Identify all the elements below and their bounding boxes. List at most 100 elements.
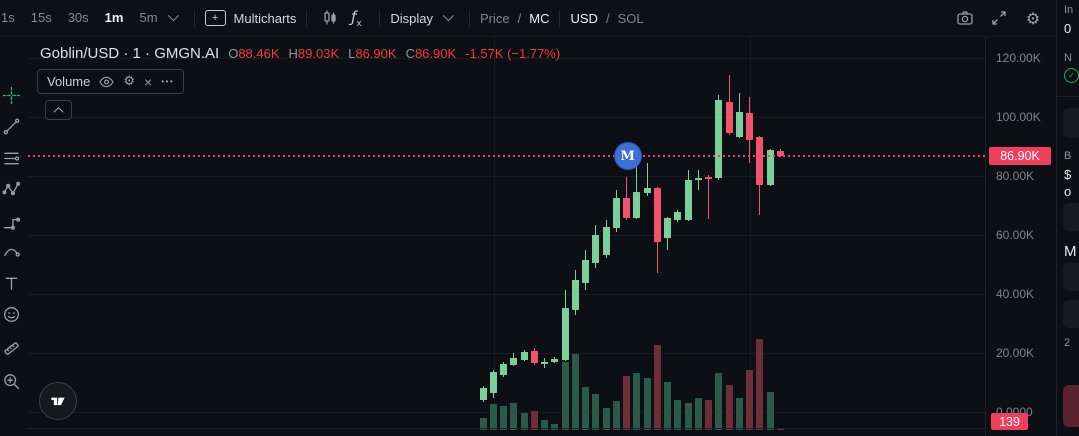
candle — [664, 217, 672, 238]
volume-bar — [571, 354, 579, 430]
timeframe-button-15s[interactable]: 15s — [30, 10, 52, 25]
candle — [500, 363, 508, 376]
zoom-tool-icon[interactable] — [0, 370, 22, 392]
price-change: -1.57K (−1.77%) — [465, 46, 561, 61]
trendline-tool-icon[interactable] — [0, 115, 22, 137]
timeframe-button-30s[interactable]: 30s — [67, 10, 89, 25]
volume-bar — [756, 338, 764, 430]
price-axis[interactable]: 120.00K 100.00K 80.00K 60.00K 40.00K 20.00K 0.… — [985, 36, 1056, 436]
fib-tool-icon[interactable] — [0, 147, 22, 169]
multicharts-button[interactable]: + Multicharts — [204, 10, 296, 26]
price-axis-tick: 20.00K — [996, 346, 1035, 360]
panel-sell-button[interactable] — [1063, 385, 1079, 427]
volume-bar — [633, 373, 641, 430]
candle — [489, 371, 497, 394]
indicator-remove-close-icon[interactable]: × — [144, 73, 153, 90]
display-dropdown[interactable]: Display — [390, 9, 459, 26]
panel-button[interactable] — [1063, 263, 1079, 291]
toolbar-divider — [306, 9, 308, 27]
candle — [715, 99, 723, 179]
pattern-tool-icon[interactable] — [0, 178, 22, 200]
timeframe-button-5m[interactable]: 5m — [139, 10, 158, 25]
display-label: Display — [390, 10, 434, 26]
toolbar-divider — [379, 9, 381, 27]
current-volume-badge: 139 — [991, 413, 1028, 430]
timeframe-button-1s[interactable]: 1s — [1, 10, 15, 25]
price-axis-tick: 80.00K — [996, 169, 1035, 183]
price-axis-tick: 60.00K — [996, 228, 1035, 242]
volume-indicator-label: Volume — [47, 74, 91, 89]
panel-button[interactable] — [1063, 300, 1079, 328]
mc-option[interactable]: MC — [529, 10, 550, 26]
legend-collapse-button[interactable] — [45, 100, 72, 120]
candle — [602, 227, 610, 256]
volume-bar — [653, 344, 661, 430]
candle — [541, 362, 549, 365]
ruler-tool-icon[interactable] — [0, 337, 22, 359]
symbol-title[interactable]: Goblin/USD · 1 · GMGN.AI — [40, 45, 220, 62]
screenshot-camera-icon[interactable] — [952, 5, 978, 31]
price-gridline — [28, 234, 985, 236]
cross-tool-icon[interactable] — [0, 84, 22, 106]
candle — [592, 235, 600, 264]
volume-bar — [643, 378, 651, 430]
candle — [776, 151, 784, 156]
indicator-settings-gear-icon[interactable]: ⚙ — [123, 74, 136, 89]
volume-bar — [561, 361, 569, 430]
volume-bar — [766, 392, 774, 430]
chart-toolbar: 1s 15s 30s 1m 5m + Multicharts ƒx Display Pr… — [0, 0, 1056, 37]
current-price-line — [28, 154, 985, 157]
tradingview-logo[interactable] — [39, 382, 77, 420]
candle — [694, 178, 702, 181]
panel-value: o — [1064, 184, 1072, 199]
price-axis-tick: 40.00K — [996, 287, 1035, 301]
volume-bar — [664, 381, 672, 430]
right-info-panel: In 0 N ✓ B $ o M 2 — [1056, 0, 1079, 436]
drawing-tools-sidebar — [0, 36, 28, 436]
price-axis-tick: 120.00K — [996, 51, 1041, 65]
timeframe-chevron-down-icon[interactable] — [167, 9, 179, 22]
indicator-visibility-eye-icon[interactable] — [99, 76, 115, 88]
usd-option[interactable]: USD — [570, 10, 598, 26]
price-gridline — [28, 293, 985, 295]
candle — [735, 111, 743, 138]
panel-value-large: M — [1064, 243, 1077, 260]
candle — [643, 188, 651, 194]
candle-style-icon[interactable] — [317, 5, 343, 31]
timeframe-button-1m[interactable]: 1m — [104, 10, 124, 25]
emoji-tool-icon[interactable] — [0, 303, 22, 325]
chart-settings-gear-icon[interactable]: ⚙ — [1025, 8, 1041, 28]
usd-sol-toggle[interactable]: USD / SOL — [570, 10, 644, 26]
fullscreen-expand-icon[interactable] — [986, 5, 1012, 31]
price-option[interactable]: Price — [480, 10, 510, 26]
candle-wick — [646, 163, 648, 197]
indicator-more-options-icon[interactable]: ••• — [161, 76, 175, 86]
sol-option[interactable]: SOL — [617, 10, 644, 26]
candle — [571, 280, 579, 310]
price-mc-toggle[interactable]: Price / MC — [480, 10, 550, 26]
volume-bar — [776, 428, 784, 430]
volume-pane-separator — [28, 428, 1056, 429]
volume-bar — [551, 423, 559, 430]
volume-bar — [735, 398, 743, 430]
candle — [633, 191, 641, 218]
chart-legend: Goblin/USD · 1 · GMGN.AI O88.46K H89.03K L… — [37, 45, 560, 120]
text-tool-icon[interactable] — [0, 272, 22, 294]
volume-bar — [623, 376, 631, 430]
indicators-fx-icon[interactable]: ƒx — [351, 7, 362, 29]
trade-marker-badge[interactable]: M — [613, 142, 642, 171]
panel-button[interactable] — [1063, 203, 1079, 231]
panel-label: N — [1064, 52, 1072, 64]
volume-bar — [715, 373, 723, 430]
candle — [520, 352, 528, 361]
brush-tool-icon[interactable] — [0, 241, 22, 263]
forecast-tool-icon[interactable] — [0, 210, 22, 232]
volume-bar — [592, 394, 600, 430]
panel-value: $ — [1064, 167, 1072, 182]
panel-button[interactable] — [1063, 108, 1079, 138]
volume-bar — [489, 403, 497, 430]
price-gridline — [28, 352, 985, 354]
volume-indicator-legend[interactable]: Volume ⚙ × ••• — [37, 69, 185, 94]
